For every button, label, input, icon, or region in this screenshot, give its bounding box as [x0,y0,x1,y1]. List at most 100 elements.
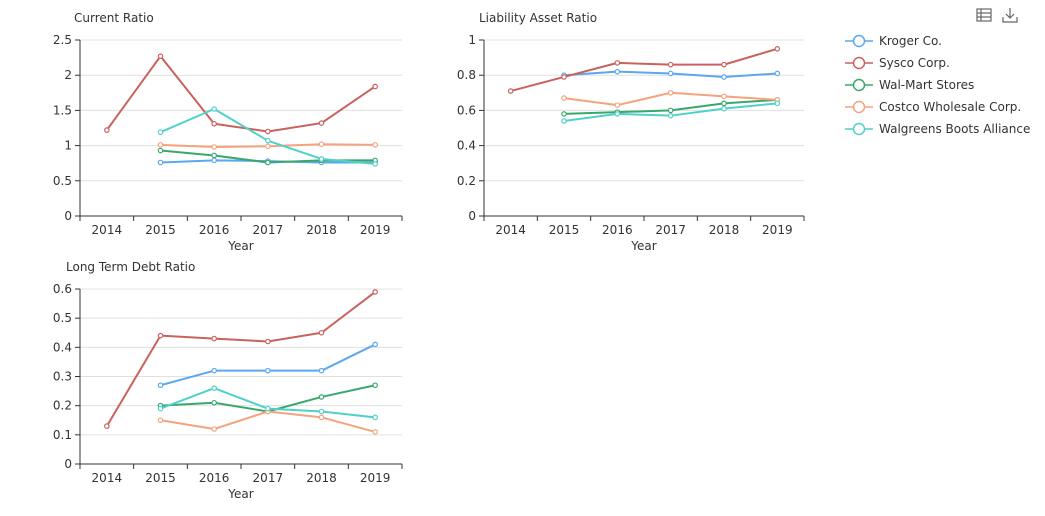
data-point [265,137,271,144]
data-point [211,399,217,406]
y-tick-label: 0 [468,209,476,223]
data-point [561,74,567,80]
y-tick-label: 0.8 [457,68,476,82]
data-point [211,385,217,391]
data-point [265,159,271,166]
chart-panel: Long Term Debt Ratio 0 0.1 0.2 0.3 0.4 0.5 0.6 2… [53,260,403,501]
x-tick-label: 2017 [655,223,686,237]
data-point [372,142,378,148]
data-point [211,144,217,150]
y-tick-label: 0.4 [53,340,72,354]
data-point [318,120,325,126]
data-point [265,405,271,412]
data-point [318,367,325,374]
data-point [667,107,674,114]
series-line [160,343,376,387]
x-tick-label: 2014 [92,471,123,485]
y-tick-label: 0.3 [53,370,72,384]
data-point [614,60,621,66]
series-line [510,47,778,93]
legend-item[interactable]: Walgreens Boots Alliance [845,118,1030,140]
data-point [721,105,727,112]
data-point [614,111,621,117]
y-tick-label: 0 [64,457,72,471]
chart-title: Liability Asset Ratio [479,11,597,25]
y-tick-label: 2.5 [53,33,72,47]
data-point [721,61,727,68]
x-tick-label: 2017 [253,471,284,485]
data-point [318,414,325,421]
legend-swatch-icon [845,56,873,70]
data-point [372,161,378,167]
data-point [211,106,217,112]
data-point [211,157,217,164]
data-point [667,70,674,77]
data-point [157,382,164,389]
data-point [721,93,727,100]
x-tick-label: 2016 [602,223,633,237]
x-tick-label: 2015 [145,223,176,237]
legend-label: Kroger Co. [879,34,942,48]
data-point [211,367,217,374]
y-tick-label: 0.6 [53,282,72,296]
x-tick-label: 2018 [306,471,337,485]
data-point [318,156,325,162]
series-line [160,107,376,165]
y-tick-label: 0.6 [457,103,476,117]
legend-item[interactable]: Kroger Co. [845,30,1030,52]
data-point [265,143,271,150]
x-tick-label: 2017 [253,223,284,237]
data-point [265,128,271,135]
y-tick-label: 0.5 [53,311,72,325]
data-point [318,141,325,147]
legend-item[interactable]: Wal-Mart Stores [845,74,1030,96]
chart-title: Current Ratio [74,11,154,25]
data-point [667,112,674,119]
data-point [774,100,781,107]
data-point [265,338,271,345]
legend-label: Sysco Corp. [879,56,950,70]
data-point [318,329,325,336]
data-point [372,289,378,295]
chart-toolbar [975,6,1019,24]
data-point [614,102,621,108]
y-tick-label: 1 [468,33,476,47]
x-axis-label: Year [630,239,656,253]
y-tick-label: 0.5 [53,174,72,188]
data-point [211,120,217,127]
data-point [667,90,674,96]
y-tick-label: 0 [64,209,72,223]
chart-legend: Kroger Co. Sysco Corp. Wal-Mart Stores Cost… [845,30,1030,140]
data-point [774,45,781,52]
download-icon[interactable] [1001,6,1019,24]
legend-item[interactable]: Sysco Corp. [845,52,1030,74]
data-point [372,429,378,435]
data-point [372,341,378,348]
x-tick-label: 2018 [709,223,740,237]
data-point [157,332,164,339]
data-point [157,129,164,136]
data-point [211,426,217,432]
data-point [774,70,781,77]
data-point [318,394,325,400]
x-tick-label: 2015 [145,471,176,485]
legend-swatch-icon [845,78,873,92]
legend-item[interactable]: Costco Wholesale Corp. [845,96,1030,118]
data-view-icon[interactable] [975,6,993,24]
data-point [104,423,110,429]
y-tick-label: 0.4 [457,139,476,153]
x-axis-label: Year [227,487,253,501]
legend-label: Wal-Mart Stores [879,78,975,92]
y-tick-label: 0.1 [53,428,72,442]
data-point [157,142,164,148]
data-point [318,408,325,415]
data-point [372,83,378,90]
legend-swatch-icon [845,122,873,136]
data-point [157,159,164,166]
data-point [507,88,514,94]
data-point [157,417,164,424]
data-point [157,53,164,59]
series-line [106,55,376,133]
data-point [721,74,727,80]
